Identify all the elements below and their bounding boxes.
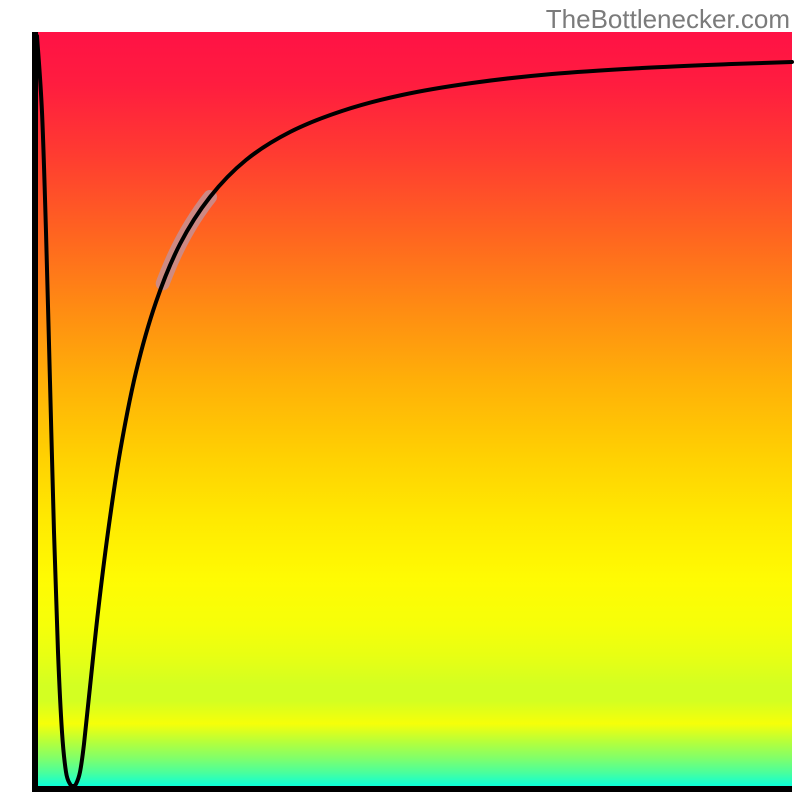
bottleneck-curve [37,36,792,786]
plot-area [32,32,792,792]
x-axis [32,786,792,792]
chart-root: TheBottlenecker.com [0,0,800,800]
watermark-text: TheBottlenecker.com [546,4,790,35]
curve-layer [32,32,792,792]
y-axis [32,32,38,792]
